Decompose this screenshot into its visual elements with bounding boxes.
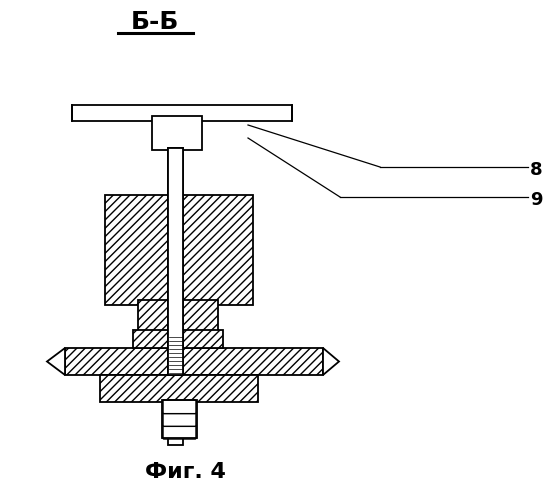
Polygon shape [47, 348, 65, 375]
Bar [162, 400, 197, 438]
Bar [65, 348, 323, 375]
Bar [152, 116, 202, 150]
Bar [72, 105, 292, 121]
Text: 9: 9 [530, 191, 543, 209]
Bar [100, 375, 258, 402]
Polygon shape [323, 348, 339, 375]
Text: 8: 8 [530, 161, 543, 179]
Bar [168, 435, 183, 445]
Text: Б-Б: Б-Б [131, 10, 179, 34]
FancyBboxPatch shape [163, 400, 196, 413]
Bar [168, 148, 183, 195]
Text: Фиг. 4: Фиг. 4 [145, 462, 225, 482]
Bar [168, 148, 183, 375]
Bar [168, 195, 183, 375]
Bar [105, 195, 253, 305]
FancyBboxPatch shape [163, 426, 196, 439]
Bar [133, 330, 223, 348]
FancyBboxPatch shape [163, 412, 196, 426]
Bar [138, 300, 218, 338]
